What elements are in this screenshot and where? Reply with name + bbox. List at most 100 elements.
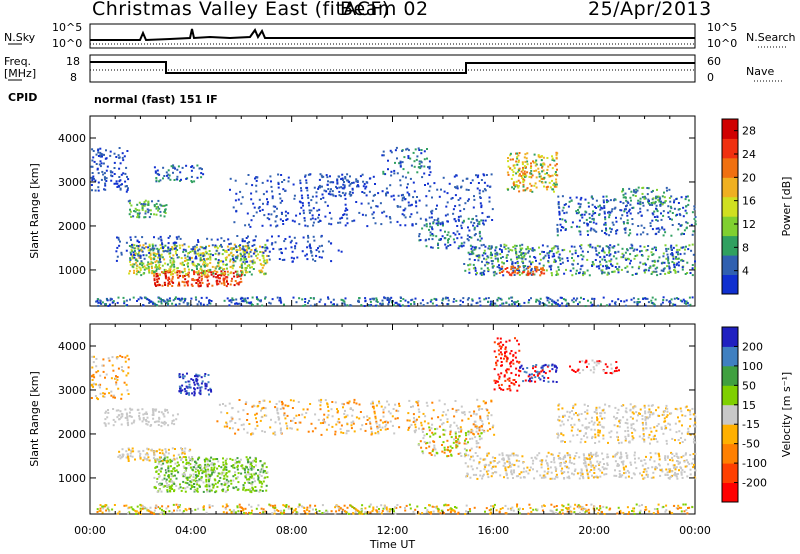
velocity-cell [564,465,567,468]
power-cell [580,296,582,299]
velocity-cell [167,474,170,476]
power-cell [266,217,269,220]
power-cell [325,190,328,193]
power-cell [519,181,522,184]
power-cell [249,260,252,263]
power-cell [617,271,620,274]
power-cell [496,265,499,268]
power-cell [623,300,626,303]
power-cell [613,270,616,273]
velocity-cell [518,512,521,515]
power-cell [132,296,135,299]
velocity-cell [676,477,679,480]
power-cell [232,272,235,275]
power-cell [399,205,402,208]
power-cell [582,298,585,300]
power-cell [642,298,645,300]
power-cell [266,254,269,257]
power-cell [176,253,178,256]
velocity-cell [162,462,165,465]
power-cell [91,179,94,182]
power-cell [317,187,320,190]
power-cell [632,194,635,197]
power-cell [199,256,202,259]
power-cell [128,199,131,202]
velocity-cell [247,458,250,461]
power-cell [132,263,135,266]
power-cell [266,203,269,206]
power-cell [479,239,482,242]
velocity-cell [541,505,544,508]
power-cell [251,184,254,187]
velocity-cell [171,475,174,478]
power-cell [429,300,432,303]
power-cell [142,244,145,247]
power-cell [571,299,574,302]
velocity-cell [185,467,188,470]
power-cell [239,244,242,247]
power-cell [446,201,449,204]
velocity-cell [261,468,264,471]
power-cell [327,180,329,183]
power-cell [690,223,693,226]
power-cell [486,262,489,265]
velocity-cell [688,506,691,509]
power-cell [551,274,553,277]
velocity-cell [371,510,374,512]
power-cell [166,304,169,307]
velocity-cell [129,455,132,458]
power-cell [185,164,188,167]
power-cell [530,172,533,175]
power-cell [624,192,627,195]
velocity-cell [274,504,277,507]
power-cell [428,160,431,163]
power-cell [436,224,439,227]
power-cell [225,251,228,253]
power-cell [150,262,153,265]
power-cell [321,244,323,247]
power-cell [410,164,413,167]
power-cell [305,253,308,256]
power-cell [629,203,632,206]
velocity-cell [669,458,671,461]
power-cell [551,167,554,170]
power-cell [447,241,450,244]
velocity-cell [676,507,679,510]
velocity-cell [153,509,156,512]
power-cell [548,301,551,304]
power-cell [242,300,245,302]
power-cell [525,157,528,160]
power-cell [580,244,583,247]
power-cell [535,176,538,179]
power-cell [363,192,366,194]
power-cell [515,301,518,304]
power-cell [489,304,492,306]
power-cell [653,216,656,218]
velocity-cell [496,462,499,465]
velocity-cell [415,512,418,515]
power-cell [220,243,222,246]
power-cell [214,273,217,275]
power-cell [254,177,256,180]
velocity-cell [157,506,160,509]
power-cell [293,257,295,260]
power-cell [115,156,118,158]
noise-tick-bottom-right: 10^0 [707,37,738,50]
power-cell [670,248,673,251]
power-cell [183,299,186,302]
power-cell [301,202,304,205]
velocity-cell [265,466,268,469]
power-cell [385,194,388,197]
power-cell [530,263,533,266]
power-cell [191,249,194,252]
power-cell [683,229,686,232]
power-cell [628,228,631,231]
power-cell [157,209,160,212]
power-cell [296,256,299,259]
velocity-cell [236,506,239,509]
velocity-cell [163,453,166,456]
power-cell [526,152,529,155]
power-cell [228,243,231,246]
power-cell [613,245,616,248]
power-cell [261,270,264,273]
